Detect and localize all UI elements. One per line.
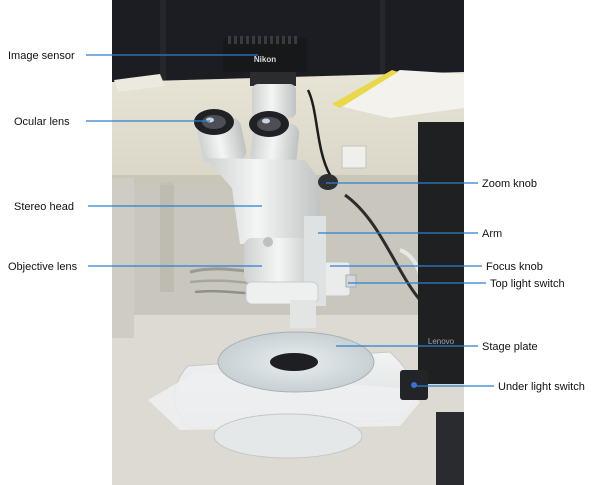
annotation-stereo-head: Stereo head <box>14 201 262 213</box>
cable <box>344 193 422 301</box>
base-flange <box>148 372 420 430</box>
stage-plate-hole <box>270 353 318 371</box>
label-stage-plate: Stage plate <box>482 341 538 353</box>
annotation-zoom-knob: Zoom knob <box>326 178 537 190</box>
camera-cable <box>306 89 332 176</box>
curtain-fold <box>160 0 166 82</box>
objective-ring <box>245 281 319 305</box>
trinocular-tube <box>252 84 296 118</box>
keyboard <box>436 412 464 485</box>
monitor-brand: Lenovo <box>428 337 455 346</box>
camera-brand: Nikon <box>254 55 276 64</box>
microscope-photo: Lenovo Nikon <box>112 0 464 485</box>
label-stereo-head: Stereo head <box>14 201 74 213</box>
yellow-sheet <box>332 70 398 108</box>
label-image-sensor: Image sensor <box>8 50 75 62</box>
annotation-objective-lens: Objective lens <box>8 261 262 273</box>
annotation-top-light-switch: Top light switch <box>348 278 565 290</box>
annotation-under-light-switch: Under light switch <box>414 381 585 393</box>
label-focus-knob: Focus knob <box>486 261 543 273</box>
annotation-stage-plate: Stage plate <box>336 341 538 353</box>
label-ocular-lens: Ocular lens <box>14 116 70 128</box>
label-top-light-switch: Top light switch <box>490 278 565 290</box>
label-zoom-knob: Zoom knob <box>482 178 537 190</box>
desk-leg-left <box>112 178 134 338</box>
label-objective-lens: Objective lens <box>8 261 78 273</box>
label-under-light-switch: Under light switch <box>498 381 585 393</box>
stand-pillar <box>290 300 316 328</box>
objective-housing <box>244 238 320 284</box>
zoom-knob-shape <box>318 174 338 190</box>
stereo-head <box>205 158 322 244</box>
top-light-switch-shape <box>345 274 357 288</box>
camera-body <box>223 38 307 72</box>
label-arm: Arm <box>482 228 502 240</box>
annotation-image-sensor: Image sensor <box>8 50 258 62</box>
switch-led <box>411 382 417 388</box>
annotation-focus-knob: Focus knob <box>330 261 543 273</box>
curtain-fold <box>380 0 385 82</box>
housing-screw <box>263 237 273 247</box>
base-foot <box>213 413 363 459</box>
camera-fins <box>228 36 297 44</box>
annotation-arm: Arm <box>318 228 502 240</box>
wall-socket <box>341 145 367 169</box>
ocular-left <box>194 109 247 167</box>
monitor <box>418 122 464 384</box>
paper-sheet <box>335 70 464 118</box>
annotation-ocular-lens: Ocular lens <box>14 116 210 128</box>
ocular-right <box>249 111 300 168</box>
paper-sheet-left <box>114 74 165 92</box>
camera-mount <box>250 72 296 86</box>
